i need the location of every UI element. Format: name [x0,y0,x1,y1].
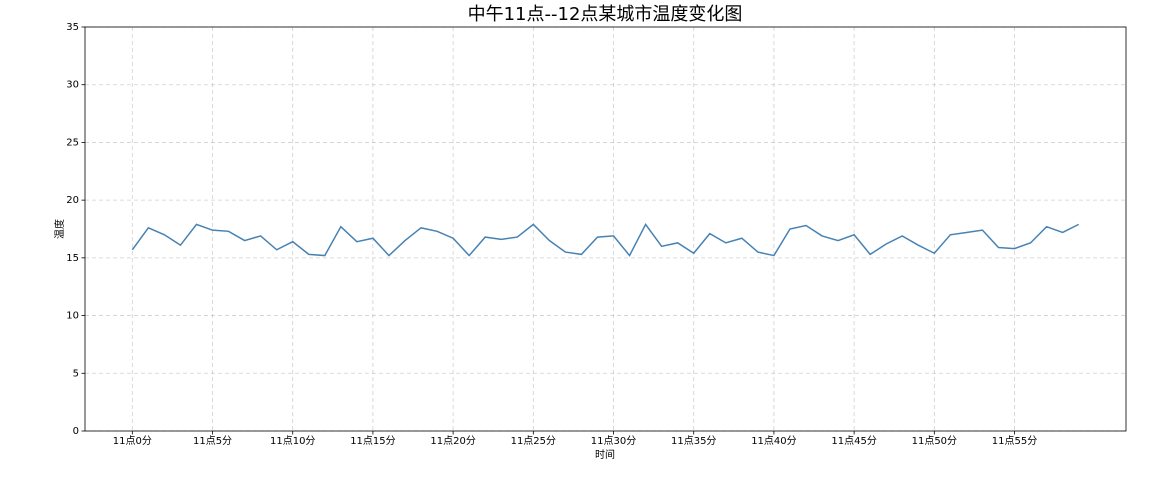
chart-title: 中午11点--12点某城市温度变化图 [468,4,743,25]
y-tick-label: 15 [66,253,79,264]
x-tick-label: 11点55分 [992,435,1037,447]
data-line [131,222,1080,257]
x-tick-label: 11点20分 [430,435,475,447]
x-tick-label: 11点10分 [270,435,315,447]
y-tick-label: 30 [66,80,79,91]
y-tick-label: 20 [66,195,79,206]
x-tick-label: 11点15分 [350,435,395,447]
y-axis-label: 温度 [53,219,66,239]
x-tick-label: 11点25分 [511,435,556,447]
y-tick-label: 5 [73,368,79,379]
x-axis-label: 时间 [595,448,615,461]
x-tick-label: 11点5分 [193,435,232,447]
y-tick-label: 10 [66,311,79,322]
x-tick-label: 11点45分 [831,435,876,447]
plot-frame [84,26,1127,432]
x-tick-label: 11点40分 [751,435,796,447]
y-tick-label: 25 [66,137,79,148]
x-tick-label: 11点30分 [591,435,636,447]
y-tick-label: 35 [66,22,79,33]
y-tick-label: 0 [73,426,79,437]
x-tick-label: 11点50分 [912,435,957,447]
x-tick-label: 11点35分 [671,435,716,447]
x-tick-label: 11点0分 [113,435,152,447]
